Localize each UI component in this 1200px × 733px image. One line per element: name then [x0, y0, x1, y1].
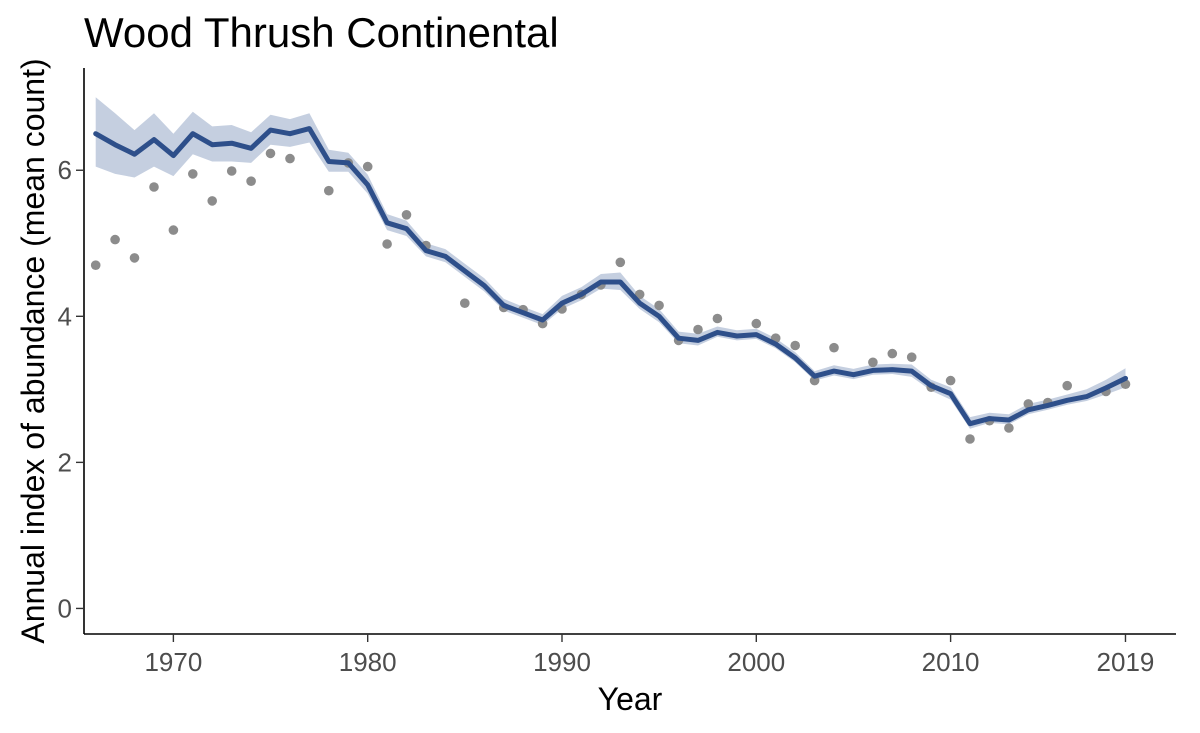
observed-point — [90, 260, 101, 271]
observed-point — [790, 340, 800, 351]
observed-point — [226, 166, 237, 176]
observed-point — [382, 239, 392, 249]
observed-point — [868, 357, 878, 368]
x-tick-label: 1990 — [533, 647, 591, 677]
observed-point — [149, 182, 159, 192]
x-axis-ticks: 1970 1980 1990 2000 2010 2019 — [144, 634, 1154, 677]
observed-point — [1062, 380, 1072, 391]
observed-point — [906, 352, 917, 363]
observed-point — [265, 148, 276, 159]
observed-point — [285, 153, 295, 164]
y-axis-title: Annual index of abundance (mean count) — [15, 58, 51, 643]
y-tick-label: 4 — [58, 301, 72, 331]
observed-point — [945, 375, 956, 386]
observed-points-layer — [90, 148, 1131, 444]
observed-point — [168, 225, 179, 235]
observed-point — [965, 434, 975, 444]
observed-point — [1004, 423, 1014, 433]
observed-point — [1023, 399, 1034, 409]
observed-point — [460, 298, 470, 309]
x-tick-label: 2000 — [727, 647, 785, 677]
confidence-band — [95, 97, 1126, 429]
observed-point — [246, 176, 256, 186]
y-axis-ticks: 0 2 4 6 — [58, 155, 84, 623]
observed-point — [829, 342, 839, 353]
observed-point — [188, 169, 198, 179]
x-tick-label: 1970 — [144, 647, 202, 677]
x-tick-label: 1980 — [339, 647, 397, 677]
observed-point — [129, 253, 140, 263]
x-tick-label: 2010 — [922, 647, 980, 677]
observed-point — [207, 196, 217, 206]
observed-point — [654, 300, 664, 311]
x-axis-title: Year — [598, 681, 663, 717]
y-tick-label: 0 — [58, 593, 72, 623]
observed-point — [324, 185, 334, 196]
observed-point — [634, 289, 645, 300]
trend-line — [93, 126, 1128, 427]
observed-point — [712, 313, 723, 324]
observed-point — [887, 348, 898, 359]
observed-point — [401, 210, 412, 220]
confidence-band-layer — [95, 97, 1126, 429]
observed-point — [751, 318, 762, 329]
observed-point — [110, 234, 120, 245]
observed-point — [809, 375, 820, 386]
trend-line-layer — [93, 126, 1128, 427]
y-tick-label: 2 — [58, 447, 72, 477]
observed-point — [615, 257, 626, 268]
y-tick-label: 6 — [58, 155, 72, 185]
observed-point — [362, 161, 373, 172]
chart-title: Wood Thrush Continental — [84, 9, 559, 56]
x-tick-label: 2019 — [1097, 647, 1155, 677]
observed-point — [693, 324, 703, 335]
